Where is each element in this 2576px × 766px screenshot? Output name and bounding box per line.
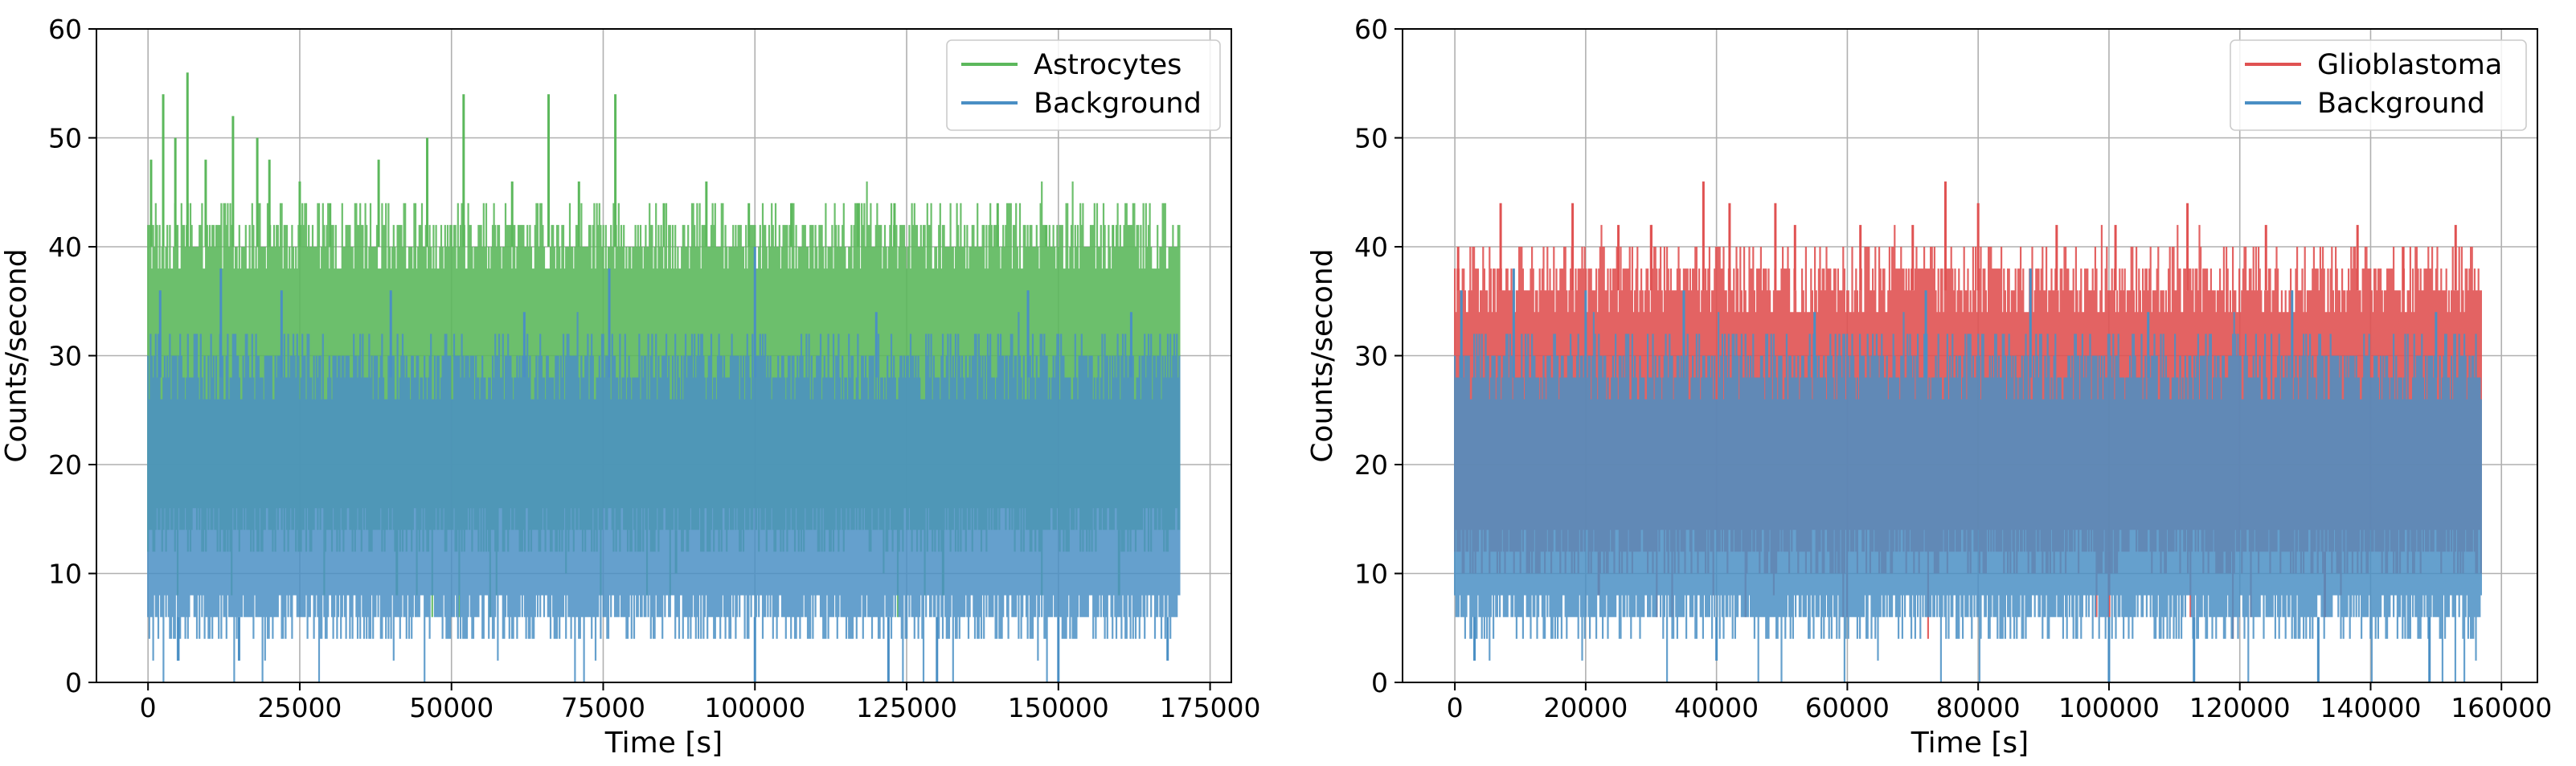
x-tick-label: 60000 bbox=[1805, 692, 1890, 723]
x-tick-label: 75000 bbox=[561, 692, 645, 723]
y-tick-label: 50 bbox=[48, 123, 82, 154]
y-tick-label: 50 bbox=[1354, 123, 1388, 154]
legend-label: Glioblastoma bbox=[2317, 49, 2502, 81]
series-trace bbox=[1454, 312, 2482, 682]
legend-label: Background bbox=[1034, 88, 1202, 120]
legend-label: Astrocytes bbox=[1034, 49, 1182, 81]
legend: Astrocytes Background bbox=[946, 39, 1221, 131]
y-tick-label: 60 bbox=[1354, 14, 1388, 45]
legend-label: Background bbox=[2317, 88, 2485, 120]
series-background bbox=[1454, 268, 2482, 682]
y-tick-label: 20 bbox=[48, 449, 82, 481]
y-tick-label: 30 bbox=[1354, 341, 1388, 372]
y-tick-label: 20 bbox=[1354, 449, 1388, 481]
x-tick-label: 100000 bbox=[2058, 692, 2160, 723]
series-trace bbox=[147, 312, 1181, 682]
y-tick-label: 0 bbox=[65, 667, 82, 698]
y-tick-label: 60 bbox=[48, 14, 82, 45]
y-tick-label: 40 bbox=[48, 231, 82, 263]
y-axis-label: Counts/second bbox=[0, 248, 33, 462]
y-tick-label: 30 bbox=[48, 341, 82, 372]
y-tick-label: 0 bbox=[1371, 667, 1388, 698]
x-tick-label: 40000 bbox=[1674, 692, 1759, 723]
x-tick-label: 0 bbox=[1447, 692, 1464, 723]
astrocytes-chart-panel: 0 25000 50000 75000 100000 125000 150000 175000… bbox=[0, 14, 1261, 760]
plot-area bbox=[1454, 181, 2482, 682]
y-tick-label: 10 bbox=[48, 559, 82, 590]
x-tick-label: 125000 bbox=[856, 692, 957, 723]
series-background bbox=[147, 247, 1181, 682]
x-tick-label: 0 bbox=[140, 692, 157, 723]
x-tick-label: 80000 bbox=[1936, 692, 2021, 723]
x-tick-label: 120000 bbox=[2189, 692, 2291, 723]
y-tick-label: 10 bbox=[1354, 559, 1388, 590]
x-tick-label: 25000 bbox=[257, 692, 342, 723]
x-tick-label: 50000 bbox=[409, 692, 493, 723]
glioblastoma-chart-panel: 0 20000 40000 60000 80000 100000 120000 140000 1… bbox=[1306, 14, 2552, 760]
legend-box bbox=[2230, 39, 2527, 131]
x-axis-label: Time [s] bbox=[1910, 727, 2029, 760]
x-tick-label: 100000 bbox=[704, 692, 805, 723]
legend: Glioblastoma Background bbox=[2230, 39, 2527, 131]
x-tick-label: 150000 bbox=[1008, 692, 1109, 723]
x-axis-label: Time [s] bbox=[604, 727, 723, 760]
y-axis-label: Counts/second bbox=[1306, 248, 1339, 462]
x-tick-label: 175000 bbox=[1160, 692, 1261, 723]
x-tick-label: 140000 bbox=[2320, 692, 2421, 723]
x-tick-label: 20000 bbox=[1543, 692, 1628, 723]
plot-area bbox=[147, 72, 1181, 682]
y-tick-label: 40 bbox=[1354, 231, 1388, 263]
x-tick-label: 160000 bbox=[2451, 692, 2552, 723]
